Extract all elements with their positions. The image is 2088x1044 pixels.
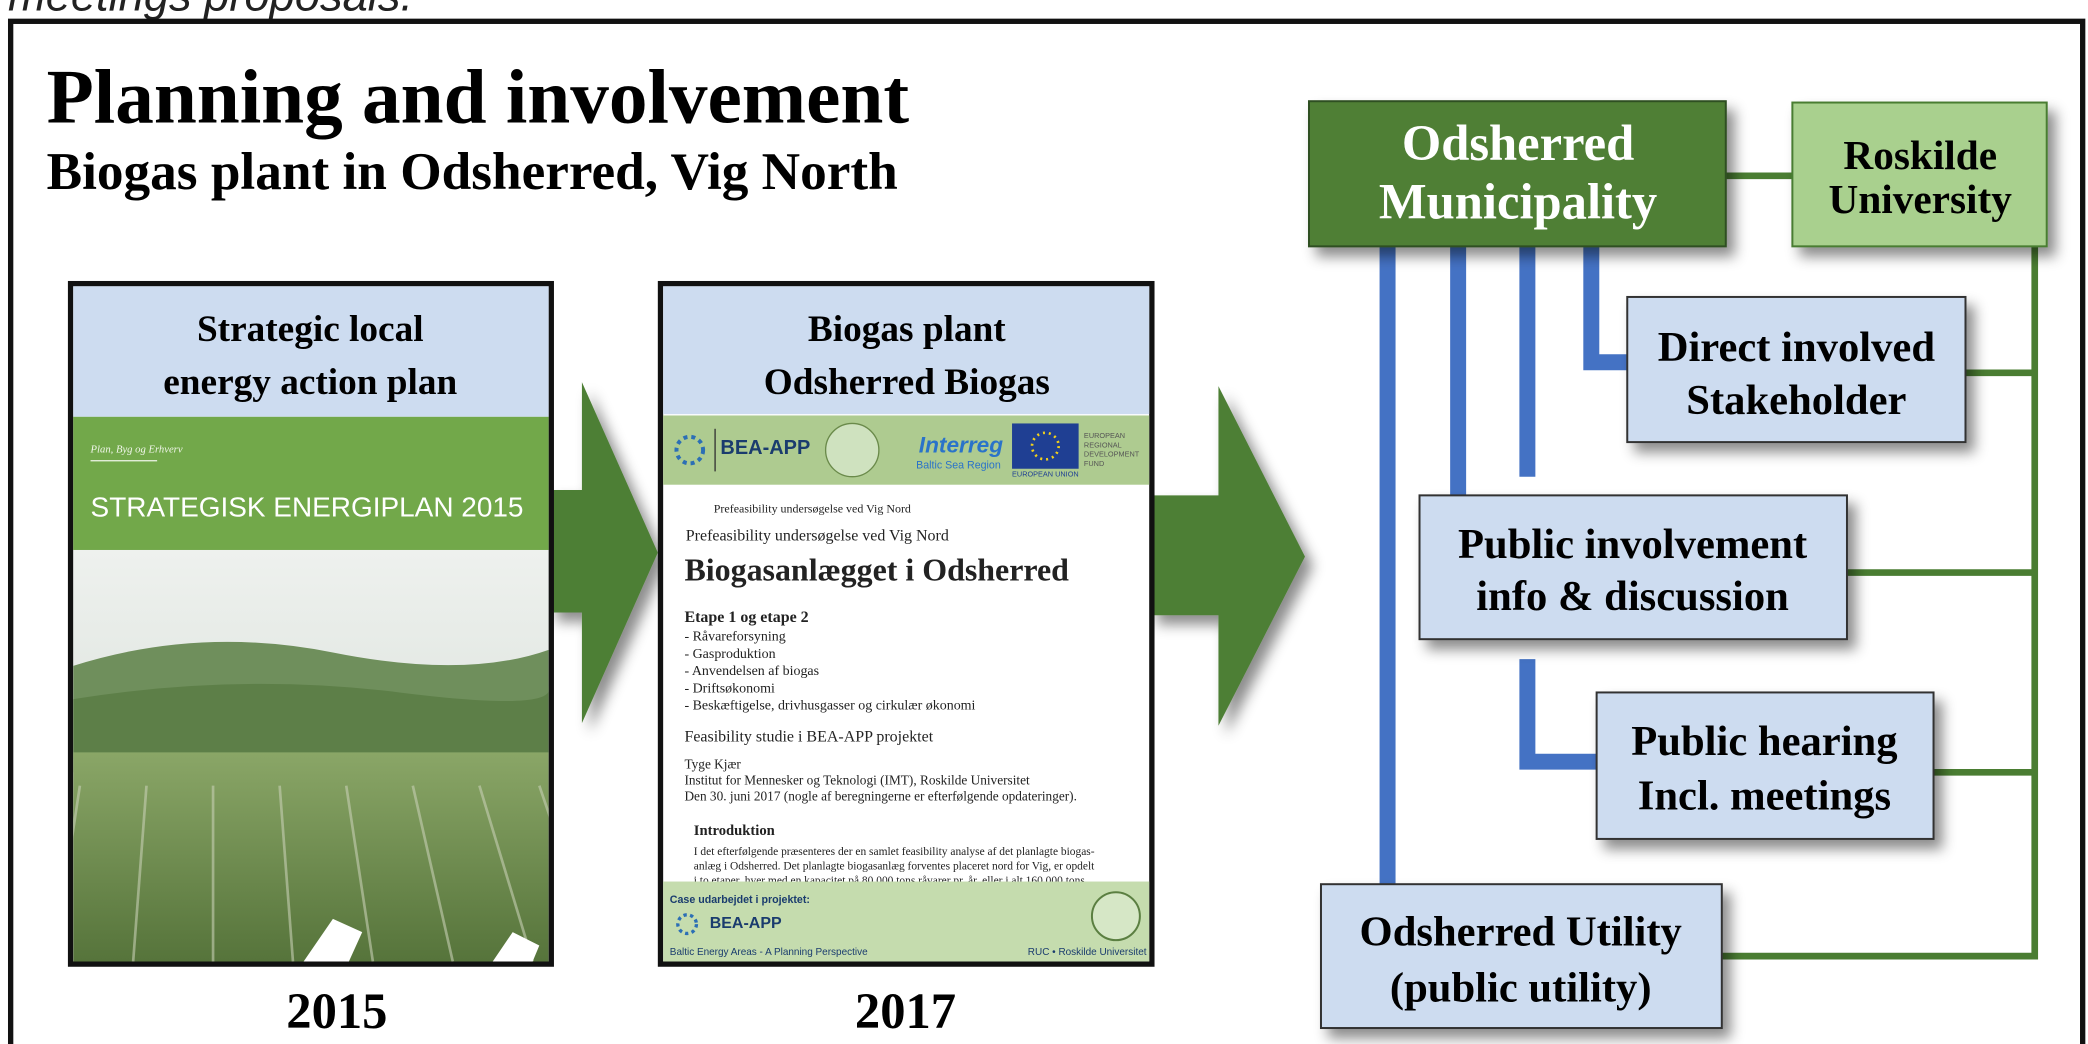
logo-text: EUROPEAN	[1084, 431, 1125, 440]
title: Planning and involvement	[47, 54, 910, 140]
node-label: Stakeholder	[1686, 377, 1906, 424]
doc-title: Biogasanlægget i Odsherred	[684, 553, 1069, 588]
node-label: Odsherred	[1402, 115, 1634, 171]
doc-section-heading: Introduktion	[694, 823, 775, 839]
doc-subheading: Prefeasibility undersøgelse ved Vig Nord	[686, 528, 949, 545]
node: Odsherred Utility (public utility)	[1321, 884, 1722, 1028]
publisher: Plan, Byg og Erhverv	[90, 445, 183, 456]
node-label: (public utility)	[1390, 964, 1652, 1011]
node-label: Public involvement	[1458, 521, 1807, 568]
doc-author: Tyge Kjær	[684, 756, 741, 771]
document-heading: Strategic local	[197, 309, 424, 350]
caption: meetings proposals.	[8, 0, 413, 21]
node-label: Public hearing	[1631, 718, 1897, 765]
node: Roskilde University	[1792, 103, 2046, 247]
node-label: Odsherred Utility	[1360, 908, 1682, 955]
footer-label: Case udarbejdet i projektet:	[670, 894, 810, 906]
document-heading: Odsherred Biogas	[764, 362, 1050, 403]
field	[73, 752, 548, 965]
footer-university: RUC • Roskilde Universitet	[1028, 947, 1147, 958]
doc-list-item: - Beskæftigelse, drivhusgasser og cirkul…	[684, 699, 975, 714]
doc-list-item: - Anvendelsen af biogas	[684, 664, 819, 679]
cover-band	[73, 417, 548, 550]
logo-text: REGIONAL	[1084, 440, 1122, 449]
doc-section-heading: Feasibility studie i BEA-APP projektet	[684, 729, 933, 746]
node-label: Direct involved	[1658, 324, 1936, 371]
document-heading: energy action plan	[163, 362, 457, 403]
doc-paragraph: anlæg i Odsherred. Det planlagte biogasa…	[694, 861, 1095, 873]
document-2015: Strategic local energy action plan Plan,…	[53, 284, 599, 1039]
slide: meetings proposals. Planning and involve…	[0, 0, 2088, 1044]
node-label: info & discussion	[1476, 573, 1789, 620]
page-body: { "header": { "caption": "meetings propo…	[0, 0, 2088, 1044]
node-label: University	[1829, 176, 2013, 222]
eu-flag	[1012, 423, 1079, 468]
logo-text: EUROPEAN UNION	[1012, 470, 1079, 479]
logo-seal	[826, 423, 879, 476]
cover-photo	[53, 550, 599, 965]
document-2017: Biogas plant Odsherred Biogas BEA-APP In…	[660, 284, 1151, 1039]
year: 2017	[855, 983, 956, 1039]
doc-date: Den 30. juni 2017 (nogle af beregningern…	[684, 788, 1076, 803]
running-header: Prefeasibility undersøgelse ved Vig Nord	[714, 502, 911, 516]
document-heading: Biogas plant	[808, 309, 1006, 350]
node: Public hearing Incl. meetings	[1597, 692, 1934, 838]
node-label: Municipality	[1379, 173, 1657, 229]
logo-text: DEVELOPMENT	[1084, 450, 1140, 459]
cover-title: STRATEGISK ENERGIPLAN 2015	[91, 492, 524, 523]
logo-text: FUND	[1084, 459, 1104, 468]
node: Direct involved Stakeholder	[1627, 297, 1965, 442]
doc-section-heading: Etape 1 og etape 2	[684, 609, 808, 626]
node: Public involvement info & discussion	[1420, 495, 1847, 639]
logo-text: Interreg	[919, 433, 1003, 458]
doc-list-item: - Gasproduktion	[684, 647, 775, 662]
doc-institute: Institut for Mennesker og Teknologi (IMT…	[684, 772, 1030, 787]
logo-text: Baltic Sea Region	[916, 460, 1001, 472]
doc-list-item: - Råvareforsyning	[684, 630, 785, 645]
footer-project: BEA-APP	[710, 915, 782, 932]
year: 2015	[286, 983, 387, 1039]
ruc-seal	[1092, 892, 1140, 940]
footer-project-name: Baltic Energy Areas - A Planning Perspec…	[670, 947, 868, 958]
node: Odsherred Municipality	[1309, 101, 1726, 246]
logo-text: BEA-APP	[720, 437, 810, 459]
node-label: Incl. meetings	[1638, 773, 1891, 820]
doc-paragraph: I det efterfølgende præsenteres der en s…	[694, 846, 1095, 858]
doc-list-item: - Driftsøkonomi	[684, 681, 775, 696]
node-label: Roskilde	[1843, 132, 1997, 178]
page: Planning and involvement html, body { ma…	[0, 0, 2088, 1044]
subtitle: Biogas plant in Odsherred, Vig North	[47, 142, 898, 201]
